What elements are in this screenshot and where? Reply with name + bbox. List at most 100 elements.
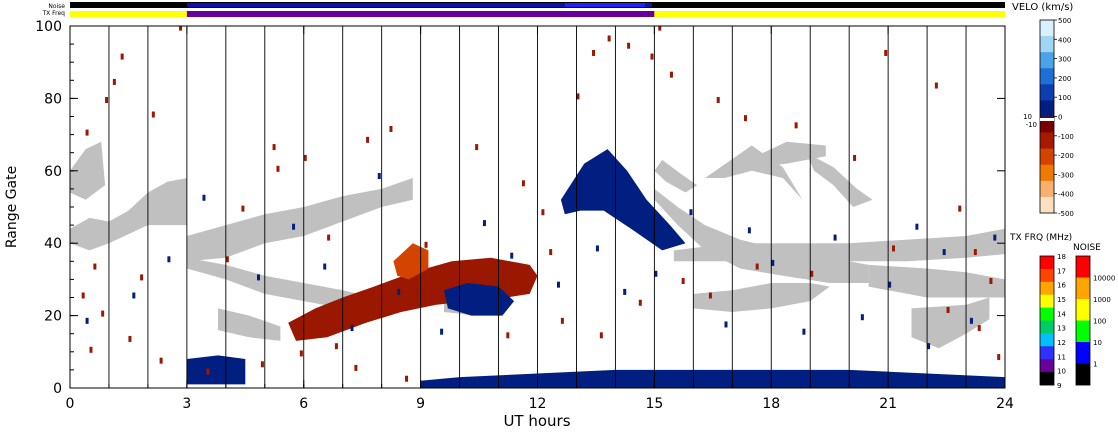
x-tick-label: 0 [66,396,75,412]
negative-speck-20 [521,180,525,187]
negative-speck-11 [241,205,245,212]
positive-speck-16 [654,270,658,277]
negative-speck-38 [989,278,993,285]
txfreq-swatch [1040,372,1054,386]
y-axis-ticks: 0 20 40 60 80 100 [35,19,1005,397]
txfreq-tick-label: 10 [1057,368,1066,376]
txfreq-swatch [1040,256,1054,270]
positive-speck-6 [323,263,327,270]
velocity-swatch [1040,148,1054,166]
negative-speck-19 [475,144,479,151]
positive-speck-23 [860,314,864,321]
region-ground-scatter-3 [186,257,374,309]
txfreq-segment-1 [186,11,655,17]
region-ground-scatter-9 [911,297,990,349]
negative-speck-32 [794,122,798,129]
positive-speck-15 [623,288,627,295]
negative-speck-45 [299,350,303,357]
positive-speck-8 [377,173,381,180]
negative-speck-8 [81,292,85,299]
txfreq-colorbar-frame [1039,255,1055,386]
noise-tick-label: 1000 [1093,296,1111,304]
region-ground-scatter-8 [693,283,830,312]
x-tick-label: 3 [182,396,191,412]
velocity-zero-band [1040,118,1054,121]
x-axis-ticks: 0 3 6 9 12 15 18 21 24 [66,26,1014,412]
negative-speck-31 [743,115,747,122]
negative-speck-47 [354,364,358,371]
txfreq-bar-label: TX Freq [41,10,65,17]
negative-speck-52 [638,299,642,306]
positive-speck-19 [747,227,751,234]
txfreq-tick-label: 13 [1057,325,1066,333]
negative-speck-0 [105,97,109,104]
velocity-colorbar-title: VELO (km/s) [1012,2,1073,13]
velocity-swatch [1040,52,1054,69]
velocity-colorbar-ticks: 500 400 300 200 100 0 -100 -200 -300 -400 -500 [1054,17,1074,218]
positive-speck-11 [482,220,486,227]
positive-speck-1 [132,292,136,299]
noise-swatch [1076,320,1090,343]
positive-speck-9 [397,288,401,295]
x-tick-label: 6 [299,396,308,412]
scatter-specks [81,26,1001,382]
noise-swatch [1076,342,1090,364]
velocity-tick-label: 500 [1058,17,1071,25]
velocity-near-zero-neg: -10 [1026,121,1037,129]
negative-speck-17 [389,125,393,132]
txfreq-swatch [1040,294,1054,308]
negative-speck-40 [89,346,93,353]
region-ground-scatter-1 [70,141,106,200]
region-negative-velocity-15 [288,257,538,341]
txfreq-tick-label: 14 [1057,310,1066,318]
positive-speck-7 [350,325,354,332]
negative-speck-1 [112,78,116,85]
velocity-tick-label: -100 [1058,133,1074,141]
velocity-tick-label: -400 [1058,191,1074,199]
y-tick-label: 20 [44,309,62,325]
region-positive-velocity-20 [186,355,246,385]
x-tick-label: 18 [762,396,780,412]
positive-speck-21 [802,328,806,335]
negative-speck-44 [260,361,264,368]
txfreq-colorbar-swatches: 18 17 16 15 14 13 12 11 10 9 [1039,253,1066,390]
txfreq-colorbar: TX FRQ (MHz) 18 17 16 15 14 13 12 11 10 9 [1009,233,1072,390]
noise-swatch [1076,299,1090,321]
noise-colorbar: NOISE 10000 1000 100 10 1 [1073,243,1115,386]
noise-colorbar-frame [1075,255,1091,386]
txfreq-swatch [1040,307,1054,321]
velocity-tick-label: -500 [1058,210,1074,218]
negative-speck-28 [658,26,662,31]
negative-speck-34 [884,49,888,56]
positive-speck-27 [969,317,973,324]
negative-speck-37 [973,249,977,256]
positive-speck-14 [595,245,599,252]
negative-speck-10 [225,256,229,263]
x-tick-label: 21 [879,396,897,412]
y-tick-label: 80 [44,91,62,107]
positive-speck-20 [771,259,775,266]
positive-speck-24 [888,281,892,288]
negative-speck-49 [506,332,510,339]
positive-speck-22 [833,234,837,241]
negative-speck-23 [576,93,580,100]
y-tick-label: 0 [53,381,62,397]
negative-speck-30 [716,97,720,104]
region-ground-scatter-11 [806,152,873,207]
negative-speck-15 [327,234,331,241]
x-tick-label: 12 [529,396,547,412]
negative-speck-54 [708,292,712,299]
negative-speck-12 [272,144,276,151]
noise-bar-blue-bright [565,3,645,7]
positive-speck-18 [724,321,728,328]
negative-speck-42 [159,357,163,364]
positive-speck-2 [167,256,171,263]
positive-speck-10 [440,328,444,335]
plot-area: 0 3 6 9 12 15 18 21 24 0 20 40 60 80 100 UT hours Ran… [4,19,1014,430]
velocity-tick-label: 400 [1058,36,1071,44]
negative-speck-2 [120,53,124,60]
velocity-tick-label: -300 [1058,171,1074,179]
velocity-colorbar-swatches [1039,19,1055,214]
negative-speck-5 [179,26,183,31]
